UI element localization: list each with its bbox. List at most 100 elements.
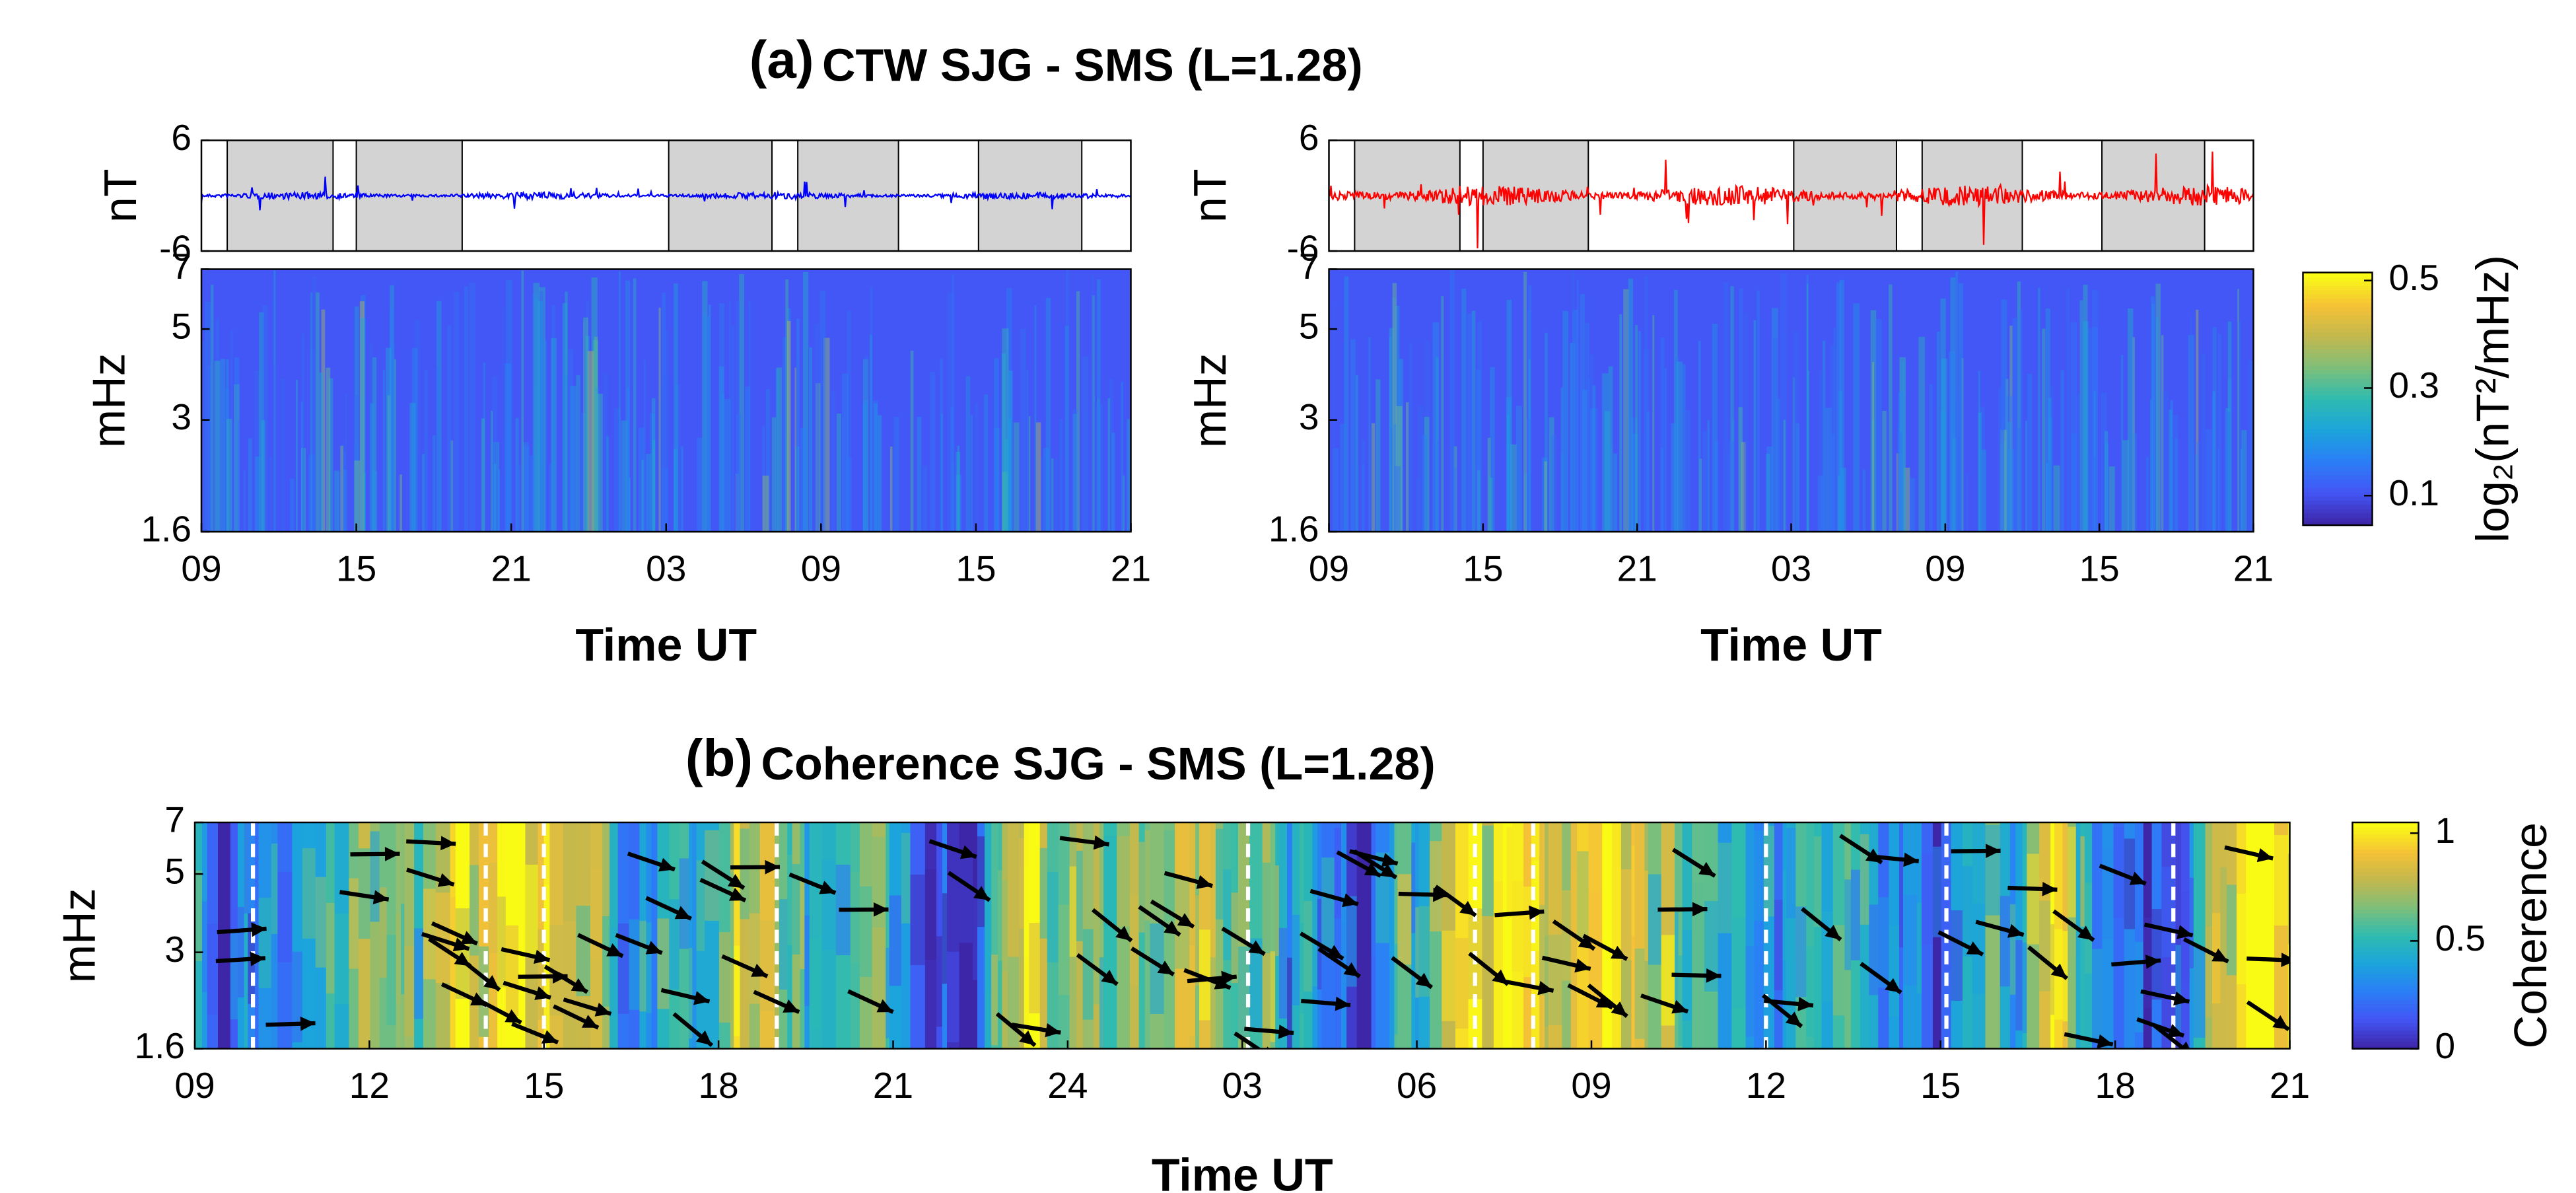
heatmap-streak — [1092, 295, 1095, 532]
colorbar-slice — [2303, 411, 2373, 417]
heatmap-streak — [1739, 288, 1743, 532]
heatmap-patch — [901, 832, 911, 923]
colorbar-slice — [2303, 377, 2373, 383]
colorbar-slice — [2303, 441, 2373, 447]
heatmap-streak — [436, 301, 442, 532]
heatmap-streak — [370, 403, 374, 532]
heatmap-patch — [910, 874, 926, 965]
heatmap-streak — [863, 359, 869, 532]
colorbar-slice — [2352, 958, 2419, 963]
heatmap-streak — [1783, 419, 1786, 532]
heatmap-streak — [787, 320, 791, 532]
heatmap-patch — [679, 858, 690, 949]
heatmap-streak — [259, 312, 265, 532]
signal-trace — [201, 176, 1131, 211]
heatmap-streak — [2241, 430, 2247, 532]
colorbar-slice — [2303, 352, 2373, 358]
heatmap-streak — [1682, 364, 1686, 532]
heatmap-streak — [2083, 321, 2089, 532]
heatmap-streak — [1898, 432, 1902, 532]
heatmap-patch — [2068, 826, 2077, 918]
arrow-head — [1093, 835, 1109, 850]
heatmap-patch — [1270, 951, 1276, 1042]
heatmap-streak — [363, 473, 366, 532]
colorbar-label: Coherence — [2505, 822, 2556, 1048]
heatmap-streak — [481, 418, 485, 532]
heatmap-streak — [1527, 310, 1531, 532]
heatmap-streak — [783, 337, 786, 532]
heatmap-streak — [534, 298, 539, 532]
heatmap-streak — [2088, 328, 2092, 532]
heatmap-streak — [957, 445, 960, 532]
heatmap-streak — [321, 309, 326, 532]
heatmap-streak — [2175, 437, 2178, 532]
heatmap-patch — [1941, 880, 1952, 971]
heatmap-streak — [1449, 269, 1455, 532]
heatmap-streak — [1544, 461, 1547, 532]
heatmap-streak — [2212, 391, 2215, 532]
heatmap-streak — [290, 478, 295, 532]
heatmap-patch — [230, 929, 239, 1020]
heatmap-band — [689, 822, 693, 1049]
arrow-head — [2145, 955, 2161, 969]
heatmap-patch — [1814, 836, 1823, 927]
heatmap-patch — [1321, 857, 1335, 949]
heatmap-patch — [1039, 848, 1048, 939]
heatmap-streak — [775, 369, 779, 532]
heatmap-streak — [1981, 449, 1986, 532]
heatmap-streak — [745, 386, 751, 532]
heatmap-streak — [662, 293, 666, 532]
heatmap-patch — [639, 921, 647, 1012]
heatmap-patch — [705, 830, 720, 921]
heatmap-patch — [1512, 881, 1525, 972]
colorbar-slice — [2352, 939, 2419, 944]
heatmap-band — [1394, 822, 1399, 1049]
heatmap-patch — [1493, 881, 1504, 972]
heatmap-streak — [1396, 406, 1403, 532]
heatmap-streak — [947, 293, 954, 532]
heatmap-patch — [2246, 855, 2257, 947]
heatmap-streak — [2217, 334, 2222, 532]
heatmap-patch — [1745, 946, 1755, 1037]
heatmap-streak — [846, 457, 852, 532]
heatmap-patch — [1346, 896, 1358, 987]
arrow-head — [250, 951, 265, 966]
heatmap-patch — [2039, 900, 2052, 992]
heatmap-streak — [254, 456, 260, 532]
heatmap-streak — [930, 372, 936, 532]
heatmap-streak — [1109, 379, 1113, 532]
colorbar-slice — [2352, 912, 2419, 918]
heatmap-streak — [1013, 422, 1020, 532]
colorbar-slice — [2352, 947, 2419, 952]
heatmap-streak — [1882, 410, 1887, 532]
heatmap-streak — [1333, 448, 1339, 532]
heatmap-streak — [940, 359, 943, 532]
signal-trace — [1329, 151, 2254, 249]
heatmap-patch — [1644, 870, 1650, 961]
arrow-head — [1335, 996, 1351, 1011]
plot-frame — [1328, 139, 2254, 252]
arrow-head — [674, 906, 691, 920]
heatmap-streak — [1766, 446, 1773, 532]
heatmap-patch — [1099, 957, 1105, 1048]
heatmap-patch — [1210, 957, 1217, 1048]
arrow-head — [1797, 997, 1813, 1011]
heatmap-streak — [1007, 418, 1012, 532]
heatmap-patch — [1631, 845, 1636, 936]
y-axis-label: nT — [1184, 168, 1236, 223]
heatmap-streak — [1644, 349, 1650, 532]
colorbar-slice — [2303, 491, 2373, 497]
colorbar-slice — [2352, 1033, 2419, 1038]
heatmap-streak — [345, 393, 347, 532]
heatmap-patch — [1932, 846, 1942, 937]
heatmap-streak — [1780, 273, 1787, 532]
heatmap-band — [886, 822, 890, 1049]
heatmap-streak — [796, 318, 800, 532]
heatmap-streak — [1344, 276, 1349, 532]
heatmap-patch — [1786, 828, 1797, 919]
heatmap-streak — [1392, 283, 1397, 532]
arrow-head — [1379, 863, 1397, 878]
y-tick-label: 5 — [1299, 306, 1319, 347]
heatmap-patch — [1278, 927, 1288, 1019]
heatmap-streak — [1632, 433, 1638, 532]
